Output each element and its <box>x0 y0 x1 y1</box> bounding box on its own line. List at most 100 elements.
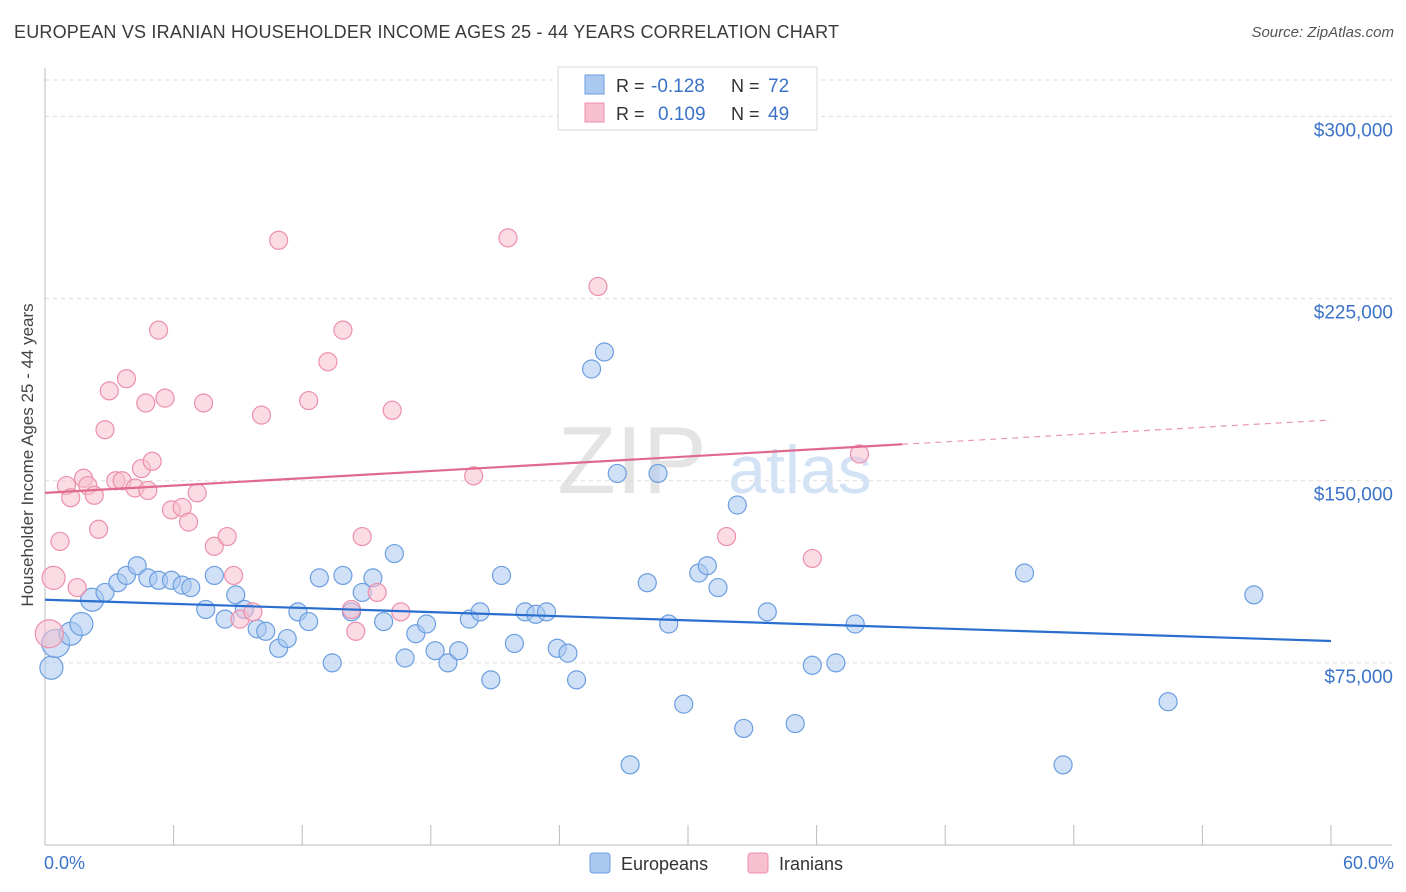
source-label: Source: ZipAtlas.com <box>1251 24 1394 41</box>
iranian-point <box>116 369 137 389</box>
y-tick-label: $75,000 <box>1324 667 1393 688</box>
european-point <box>69 611 94 637</box>
y-axis-label: Householder Income Ages 25 - 44 years <box>18 303 37 606</box>
iranian-point <box>716 526 737 547</box>
european-point <box>558 643 578 663</box>
iranian-point <box>50 531 70 552</box>
stats-legend-europeans-r-label: R = <box>616 76 645 96</box>
series-legend: Europeans Iranians <box>589 852 843 874</box>
stats-legend-europeans-n-label: N = <box>731 76 760 96</box>
legend-iranians-swatch <box>747 852 769 874</box>
iranians-trend-line-extension <box>902 419 1332 445</box>
stats-legend: R = -0.128 N = 72 R = 0.109 N = 49 <box>557 66 818 131</box>
european-point <box>504 633 524 654</box>
european-point <box>395 648 415 668</box>
european-point <box>277 628 297 649</box>
iranian-point <box>204 536 224 556</box>
european-point <box>127 556 147 576</box>
european-point <box>620 755 640 775</box>
iranian-point <box>187 483 207 503</box>
iranian-point <box>41 565 66 590</box>
iranian-point <box>148 320 169 340</box>
iranian-point <box>138 480 158 501</box>
european-point <box>734 718 754 739</box>
european-point <box>39 655 64 680</box>
european-point <box>384 543 404 564</box>
stats-legend-europeans-n-value: 72 <box>768 76 789 97</box>
european-point <box>470 602 490 622</box>
x-tick-label-min: 0.0% <box>44 853 85 873</box>
european-point <box>727 495 747 515</box>
iranians-trend-line <box>44 443 903 494</box>
european-point <box>322 653 342 673</box>
european-point <box>181 577 201 598</box>
iranian-point <box>155 388 175 408</box>
iranian-point <box>588 276 608 297</box>
europeans-trend-line <box>44 598 1332 643</box>
european-point <box>196 599 216 620</box>
european-point <box>1244 585 1264 605</box>
iranian-point <box>269 230 289 250</box>
iranian-point <box>464 466 484 486</box>
european-point <box>802 655 822 675</box>
stats-legend-iranians-n-label: N = <box>731 104 760 124</box>
iranian-point <box>849 444 870 464</box>
european-point <box>1158 692 1178 712</box>
european-point <box>481 670 501 690</box>
european-point <box>536 602 557 622</box>
iranian-point <box>95 420 115 440</box>
european-point <box>785 713 805 734</box>
european-point <box>416 614 437 634</box>
stats-legend-europeans-swatch <box>584 74 605 95</box>
iranian-point <box>802 548 822 569</box>
european-point <box>449 641 469 661</box>
iranian-point <box>217 526 237 547</box>
european-point <box>594 342 615 362</box>
iranian-point <box>318 352 338 372</box>
chart-title: EUROPEAN VS IRANIAN HOUSEHOLDER INCOME A… <box>14 22 840 42</box>
iranian-point <box>179 512 199 532</box>
iranian-point <box>299 390 319 411</box>
trend-lines <box>44 419 1332 643</box>
iranian-point <box>224 565 244 586</box>
european-point <box>309 568 329 588</box>
european-point <box>1053 755 1073 775</box>
european-point <box>826 653 846 673</box>
european-point <box>845 614 865 634</box>
european-point <box>581 359 602 379</box>
x-tick-label-max: 60.0% <box>1343 853 1394 873</box>
iranian-point <box>333 320 353 340</box>
european-point <box>637 573 657 593</box>
stats-legend-iranians-r-label: R = <box>616 104 645 124</box>
legend-iranians-label: Iranians <box>779 854 843 874</box>
iranian-point <box>67 577 87 598</box>
legend-europeans-swatch <box>589 852 611 874</box>
european-point <box>697 556 717 576</box>
y-tick-label: $225,000 <box>1314 303 1393 324</box>
stats-legend-iranians-swatch <box>584 102 605 123</box>
iranian-point <box>498 228 518 248</box>
data-points <box>34 228 1264 775</box>
european-point <box>757 602 777 622</box>
european-point <box>374 611 394 632</box>
iranian-point <box>352 526 372 547</box>
legend-europeans-label: Europeans <box>621 854 708 874</box>
european-point <box>708 577 728 598</box>
iranian-point <box>61 488 81 508</box>
european-point <box>226 585 246 605</box>
iranian-point <box>136 393 156 413</box>
european-point <box>333 565 353 586</box>
iranian-point <box>346 621 366 641</box>
iranian-point <box>194 393 214 413</box>
y-tick-label: $300,000 <box>1314 120 1393 141</box>
stats-legend-iranians-n-value: 49 <box>768 104 789 125</box>
iranian-point <box>99 381 119 401</box>
european-point <box>204 565 224 586</box>
watermark-atlas: atlas <box>728 432 872 508</box>
iranian-point <box>34 619 64 649</box>
european-point <box>256 621 276 641</box>
iranian-point <box>367 582 387 603</box>
y-tick-label: $150,000 <box>1314 485 1393 506</box>
axes: $75,000 $150,000 $225,000 $300,000 0.0% 60.0% <box>44 68 1394 873</box>
